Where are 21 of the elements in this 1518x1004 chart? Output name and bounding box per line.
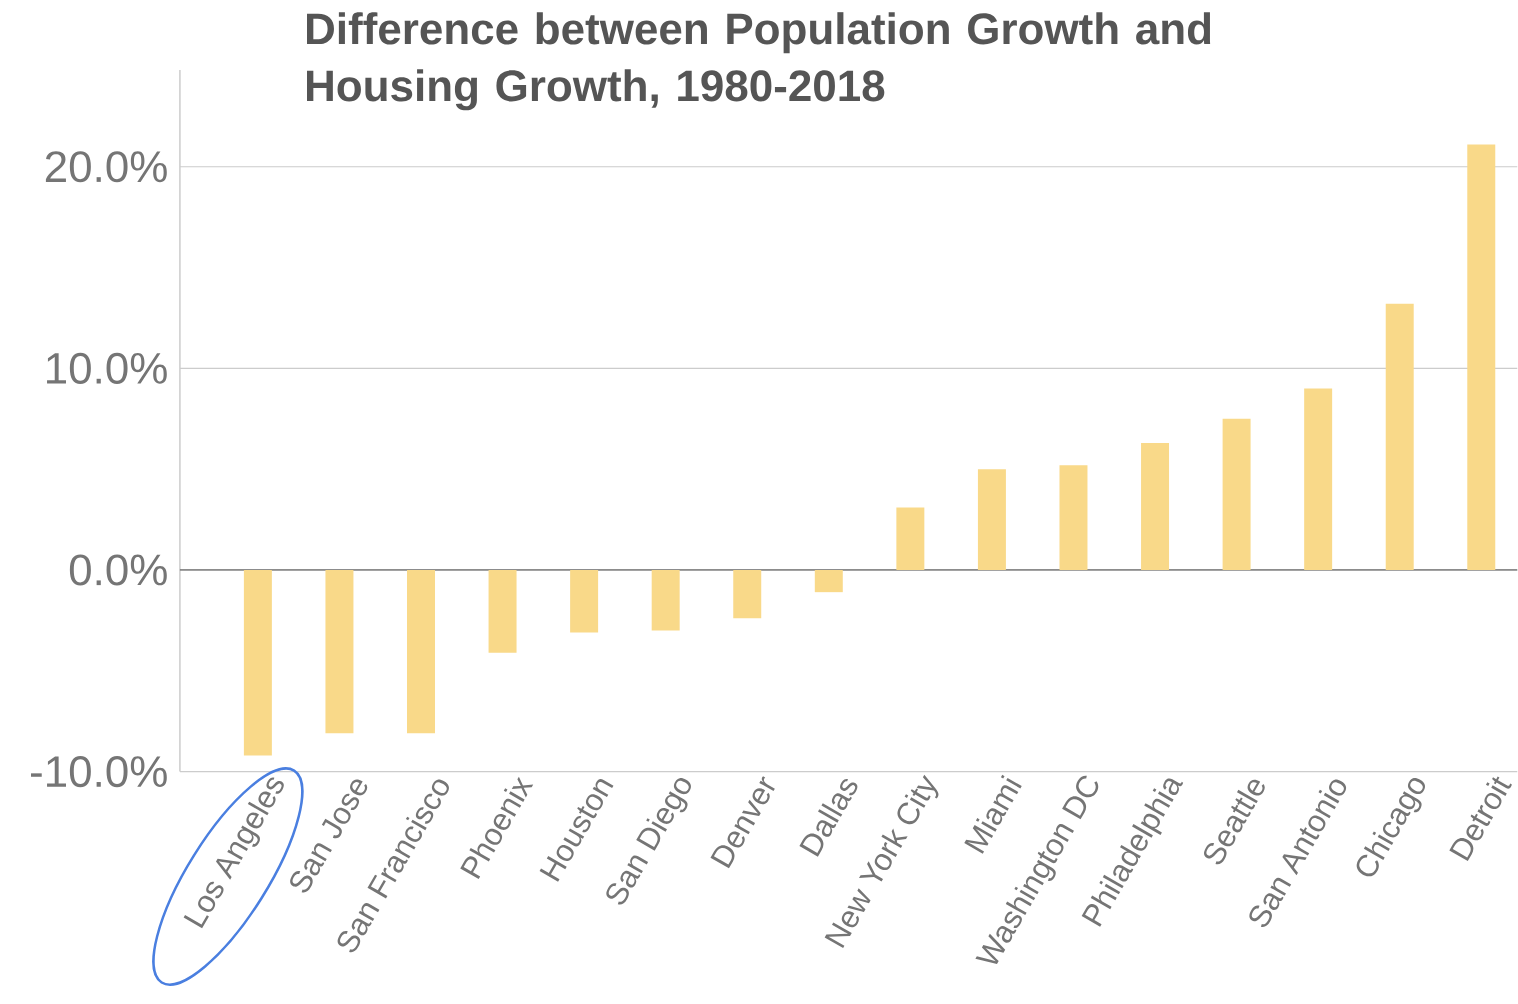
y-tick-label: 20.0%: [45, 150, 167, 183]
bar: [733, 569, 762, 619]
bar: [1467, 144, 1496, 570]
bar: [977, 468, 1006, 570]
bar: [243, 569, 272, 756]
chart-title: Difference between Population Growth and Housing Growth, 1980-2018: [307, 11, 1211, 111]
y-tick-label: 0.0%: [69, 554, 167, 586]
bar: [1385, 303, 1414, 570]
y-tick-label: 10.0%: [47, 352, 167, 384]
bar: [325, 569, 354, 734]
bar: [1222, 418, 1251, 570]
bar: [1059, 464, 1088, 570]
bar: [651, 569, 680, 631]
bar: [407, 569, 435, 734]
bar: [896, 507, 925, 570]
bar: [488, 569, 517, 653]
bar: [1304, 388, 1333, 570]
bar: [1141, 442, 1170, 570]
bar: [570, 569, 599, 633]
y-tick-label: -10.0%: [31, 755, 167, 787]
bar: [814, 569, 843, 592]
